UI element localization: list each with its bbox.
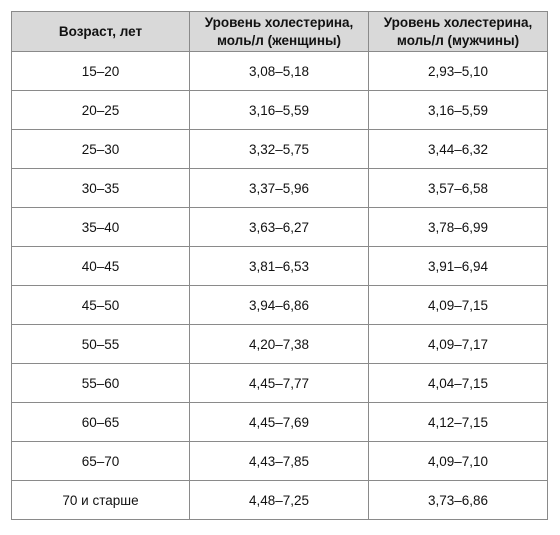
cell-women: 3,08–5,18: [189, 51, 369, 91]
header-row: Возраст, лет Уровень холестерина, моль/л…: [11, 11, 548, 52]
table-row: 20–25 3,16–5,59 3,16–5,59: [11, 90, 548, 130]
table-row: 65–70 4,43–7,85 4,09–7,10: [11, 441, 548, 481]
cell-men: 4,09–7,17: [368, 324, 548, 364]
cholesterol-table-container: Возраст, лет Уровень холестерина, моль/л…: [11, 11, 548, 520]
cell-age: 70 и старше: [11, 480, 190, 520]
table-row: 40–45 3,81–6,53 3,91–6,94: [11, 246, 548, 286]
table-row: 25–30 3,32–5,75 3,44–6,32: [11, 129, 548, 169]
cell-age: 55–60: [11, 363, 190, 403]
cell-age: 20–25: [11, 90, 190, 130]
cell-women: 4,43–7,85: [189, 441, 369, 481]
cell-age: 45–50: [11, 285, 190, 325]
table-row: 60–65 4,45–7,69 4,12–7,15: [11, 402, 548, 442]
cell-women: 3,81–6,53: [189, 246, 369, 286]
cell-age: 35–40: [11, 207, 190, 247]
cell-women: 3,16–5,59: [189, 90, 369, 130]
cell-women: 4,48–7,25: [189, 480, 369, 520]
cell-men: 2,93–5,10: [368, 51, 548, 91]
cell-age: 60–65: [11, 402, 190, 442]
cell-men: 3,16–5,59: [368, 90, 548, 130]
cell-men: 3,73–6,86: [368, 480, 548, 520]
table-row: 45–50 3,94–6,86 4,09–7,15: [11, 285, 548, 325]
cell-women: 4,20–7,38: [189, 324, 369, 364]
cell-women: 4,45–7,77: [189, 363, 369, 403]
cell-men: 3,57–6,58: [368, 168, 548, 208]
header-women: Уровень холестерина, моль/л (женщины): [189, 11, 369, 52]
table-row: 50–55 4,20–7,38 4,09–7,17: [11, 324, 548, 364]
table-row: 35–40 3,63–6,27 3,78–6,99: [11, 207, 548, 247]
header-age: Возраст, лет: [11, 11, 190, 52]
cell-men: 4,12–7,15: [368, 402, 548, 442]
table-body: 15–20 3,08–5,18 2,93–5,10 20–25 3,16–5,5…: [11, 51, 548, 520]
cell-men: 4,04–7,15: [368, 363, 548, 403]
cell-age: 40–45: [11, 246, 190, 286]
cell-men: 3,91–6,94: [368, 246, 548, 286]
table-header: Возраст, лет Уровень холестерина, моль/л…: [11, 11, 548, 52]
table-row: 70 и старше 4,48–7,25 3,73–6,86: [11, 480, 548, 520]
header-men: Уровень холестерина, моль/л (мужчины): [368, 11, 548, 52]
cell-age: 15–20: [11, 51, 190, 91]
cell-women: 3,63–6,27: [189, 207, 369, 247]
cell-age: 25–30: [11, 129, 190, 169]
cell-men: 4,09–7,10: [368, 441, 548, 481]
cell-age: 65–70: [11, 441, 190, 481]
header-men-label: Уровень холестерина, моль/л (мужчины): [383, 14, 533, 48]
cell-men: 3,44–6,32: [368, 129, 548, 169]
table-row: 15–20 3,08–5,18 2,93–5,10: [11, 51, 548, 91]
header-age-label: Возраст, лет: [58, 23, 143, 39]
cell-age: 50–55: [11, 324, 190, 364]
cell-women: 3,32–5,75: [189, 129, 369, 169]
cholesterol-table: Возраст, лет Уровень холестерина, моль/л…: [11, 11, 548, 520]
cell-men: 3,78–6,99: [368, 207, 548, 247]
table-row: 55–60 4,45–7,77 4,04–7,15: [11, 363, 548, 403]
cell-age: 30–35: [11, 168, 190, 208]
cell-women: 4,45–7,69: [189, 402, 369, 442]
cell-men: 4,09–7,15: [368, 285, 548, 325]
table-row: 30–35 3,37–5,96 3,57–6,58: [11, 168, 548, 208]
cell-women: 3,94–6,86: [189, 285, 369, 325]
header-women-label: Уровень холестерина, моль/л (женщины): [204, 14, 354, 48]
cell-women: 3,37–5,96: [189, 168, 369, 208]
